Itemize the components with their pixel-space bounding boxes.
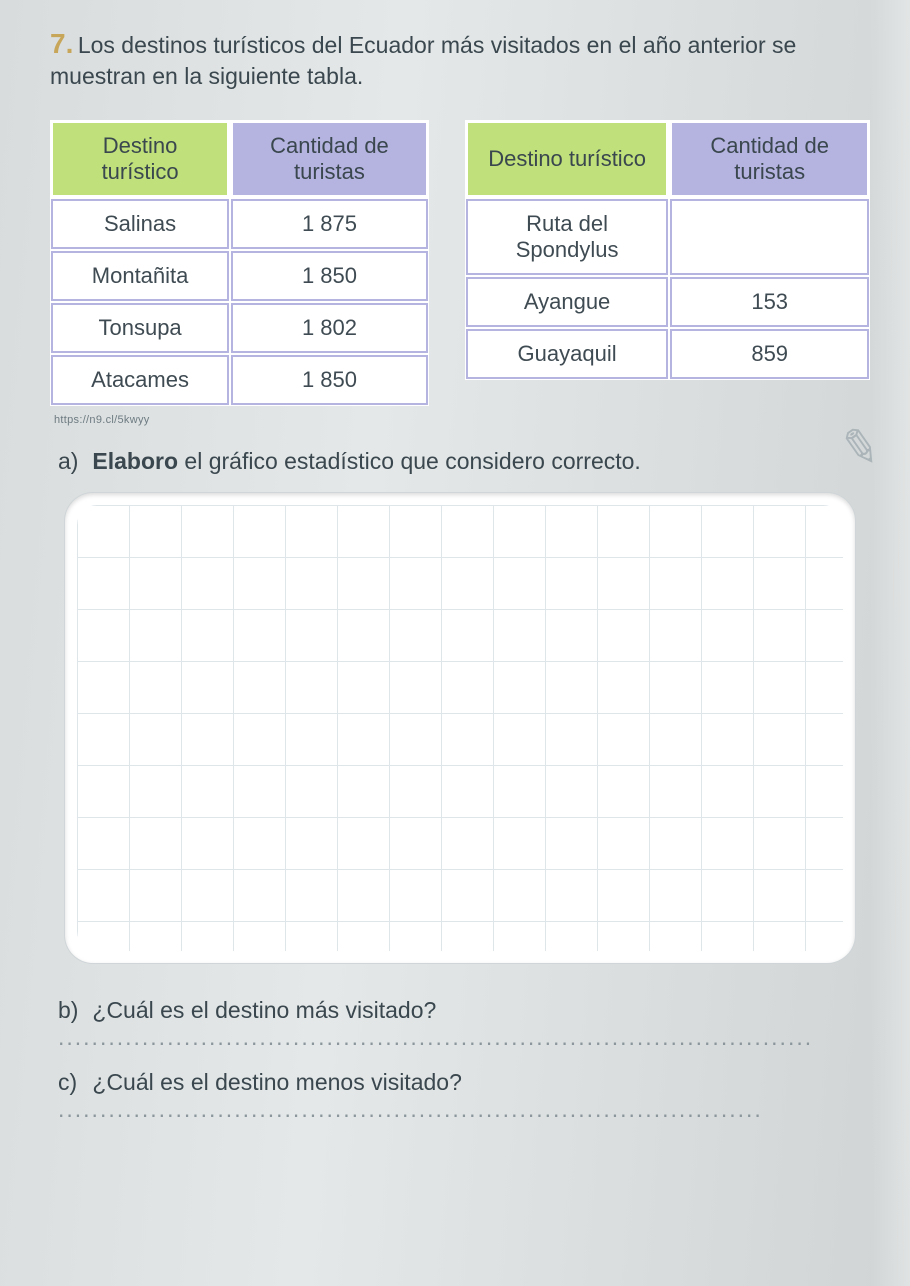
grid-pattern — [77, 505, 843, 951]
item-rest: el gráfico estadístico que considero cor… — [178, 448, 641, 474]
item-text: ¿Cuál es el destino menos visitado? — [92, 1069, 461, 1095]
col-header-cantidad: Cantidad de turistas — [230, 120, 429, 198]
cell-cantidad: 1 850 — [230, 250, 429, 302]
item-text: ¿Cuál es el destino más visitado? — [92, 997, 436, 1023]
table-row: Salinas 1 875 — [50, 198, 429, 250]
item-bold: Elaboro — [92, 448, 178, 474]
cell-cantidad: 1 875 — [230, 198, 429, 250]
col-header-destino: Destino turístico — [50, 120, 230, 198]
cell-destino: Guayaquil — [465, 328, 670, 380]
cell-destino: Salinas — [50, 198, 230, 250]
answer-line[interactable]: ........................................… — [58, 1096, 763, 1122]
table-header-row: Destino turístico Cantidad de turistas — [50, 120, 429, 198]
item-label: c) — [58, 1069, 86, 1096]
item-label: b) — [58, 997, 86, 1024]
question-statement: 7. Los destinos turísticos del Ecuador m… — [50, 28, 870, 92]
cell-cantidad — [669, 198, 870, 276]
table-row: Ruta del Spondylus — [465, 198, 870, 276]
data-table-right: Destino turístico Cantidad de turistas R… — [465, 120, 870, 380]
cell-cantidad: 1 850 — [230, 354, 429, 406]
col-header-cantidad: Cantidad de turistas — [669, 120, 870, 198]
answer-line[interactable]: ........................................… — [58, 1024, 813, 1050]
item-b: b) ¿Cuál es el destino más visitado? ...… — [58, 997, 870, 1051]
tables-row: Destino turístico Cantidad de turistas S… — [50, 120, 870, 406]
cell-destino: Montañita — [50, 250, 230, 302]
cell-cantidad: 859 — [669, 328, 870, 380]
table-row: Montañita 1 850 — [50, 250, 429, 302]
question-number: 7. — [50, 28, 73, 59]
item-c: c) ¿Cuál es el destino menos visitado? .… — [58, 1069, 870, 1123]
cell-destino: Tonsupa — [50, 302, 230, 354]
pencil-mark-icon: ✎ — [835, 417, 884, 479]
data-table-left: Destino turístico Cantidad de turistas S… — [50, 120, 429, 406]
source-url: https://n9.cl/5kwyy — [54, 414, 870, 426]
cell-destino: Ruta del Spondylus — [465, 198, 670, 276]
worksheet-page: 7. Los destinos turísticos del Ecuador m… — [0, 0, 910, 1286]
cell-cantidad: 1 802 — [230, 302, 429, 354]
cell-destino: Atacames — [50, 354, 230, 406]
item-a: a) Elaboro el gráfico estadístico que co… — [58, 448, 870, 475]
table-row: Guayaquil 859 — [465, 328, 870, 380]
cell-cantidad: 153 — [669, 276, 870, 328]
cell-destino: Ayangue — [465, 276, 670, 328]
table-header-row: Destino turístico Cantidad de turistas — [465, 120, 870, 198]
table-row: Atacames 1 850 — [50, 354, 429, 406]
answer-grid-box[interactable] — [65, 493, 855, 963]
table-row: Tonsupa 1 802 — [50, 302, 429, 354]
table-row: Ayangue 153 — [465, 276, 870, 328]
question-text: Los destinos turísticos del Ecuador más … — [50, 32, 796, 89]
item-label: a) — [58, 448, 86, 475]
col-header-destino: Destino turístico — [465, 120, 670, 198]
